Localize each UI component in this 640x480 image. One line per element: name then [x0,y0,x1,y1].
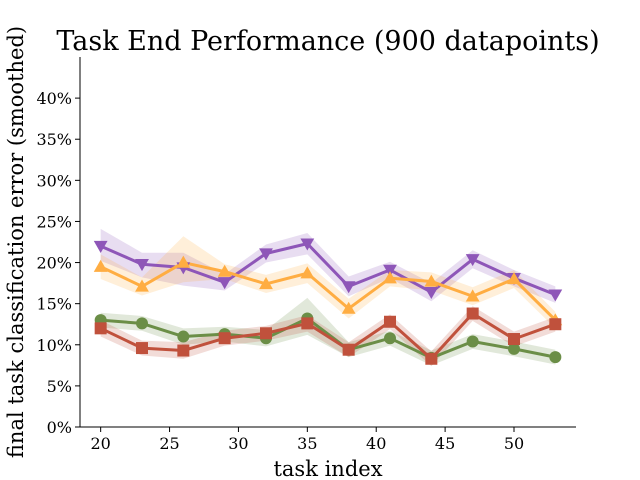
y-axis-ticks: 0% 5% 10% 15% 20% 25% 30% 35% 40% [36,89,80,437]
point-purple [341,281,356,294]
point-red [177,344,190,357]
x-axis-ticks: 20 25 30 35 40 45 50 [90,427,524,453]
point-orange [259,277,273,290]
point-orange [383,271,397,284]
y-tick-label: 25% [36,212,72,231]
line-green [99,316,557,360]
point-orange [93,259,108,272]
point-purple [217,277,232,290]
point-purple [135,259,149,272]
point-red [260,327,272,340]
point-green [508,342,520,355]
point-purple [465,254,480,267]
point-orange [300,266,315,279]
point-red [425,352,438,365]
point-red [549,318,562,331]
y-tick-label: 5% [47,377,72,396]
point-orange [507,272,521,285]
line-red [99,312,557,361]
y-tick-label: 40% [36,89,72,108]
point-purple [259,248,273,261]
chart-title: Task End Performance (900 datapoints) [56,26,599,57]
y-tick-label: 10% [36,336,72,355]
point-red [508,333,520,346]
point-purple [383,264,397,277]
point-red [466,307,479,320]
point-orange [424,274,439,287]
y-tick-label: 20% [36,254,72,273]
point-purple [300,238,315,251]
series-markers [93,238,563,365]
point-orange [176,255,191,268]
x-tick-label: 50 [504,434,524,453]
point-purple [548,289,563,302]
y-tick-label: 30% [36,171,72,190]
point-red [301,317,314,330]
x-tick-label: 25 [159,434,179,453]
point-red [218,332,231,345]
series-lines [99,242,557,361]
x-tick-label: 30 [228,434,248,453]
point-green [549,351,562,364]
x-tick-label: 45 [435,434,455,453]
point-green [136,317,148,330]
point-red [342,343,355,356]
point-red [136,342,148,355]
point-orange [465,289,480,302]
x-tick-label: 35 [297,434,317,453]
point-orange [135,279,149,292]
point-purple [424,286,439,300]
point-red [94,322,107,335]
y-tick-label: 35% [36,130,72,149]
x-tick-label: 40 [366,434,386,453]
line-orange [99,261,557,322]
y-tick-label: 0% [47,418,72,437]
point-purple [93,240,108,254]
point-green [177,330,190,343]
point-green [384,332,396,345]
point-red [384,315,396,328]
y-tick-label: 15% [36,295,72,314]
point-green [466,335,479,348]
band-orange [100,236,556,329]
y-axis-label: final task classification error (smoothe… [4,26,28,458]
point-orange [217,264,232,277]
x-axis-label: task index [273,457,382,480]
x-tick-label: 20 [90,434,110,453]
point-orange [341,301,356,314]
